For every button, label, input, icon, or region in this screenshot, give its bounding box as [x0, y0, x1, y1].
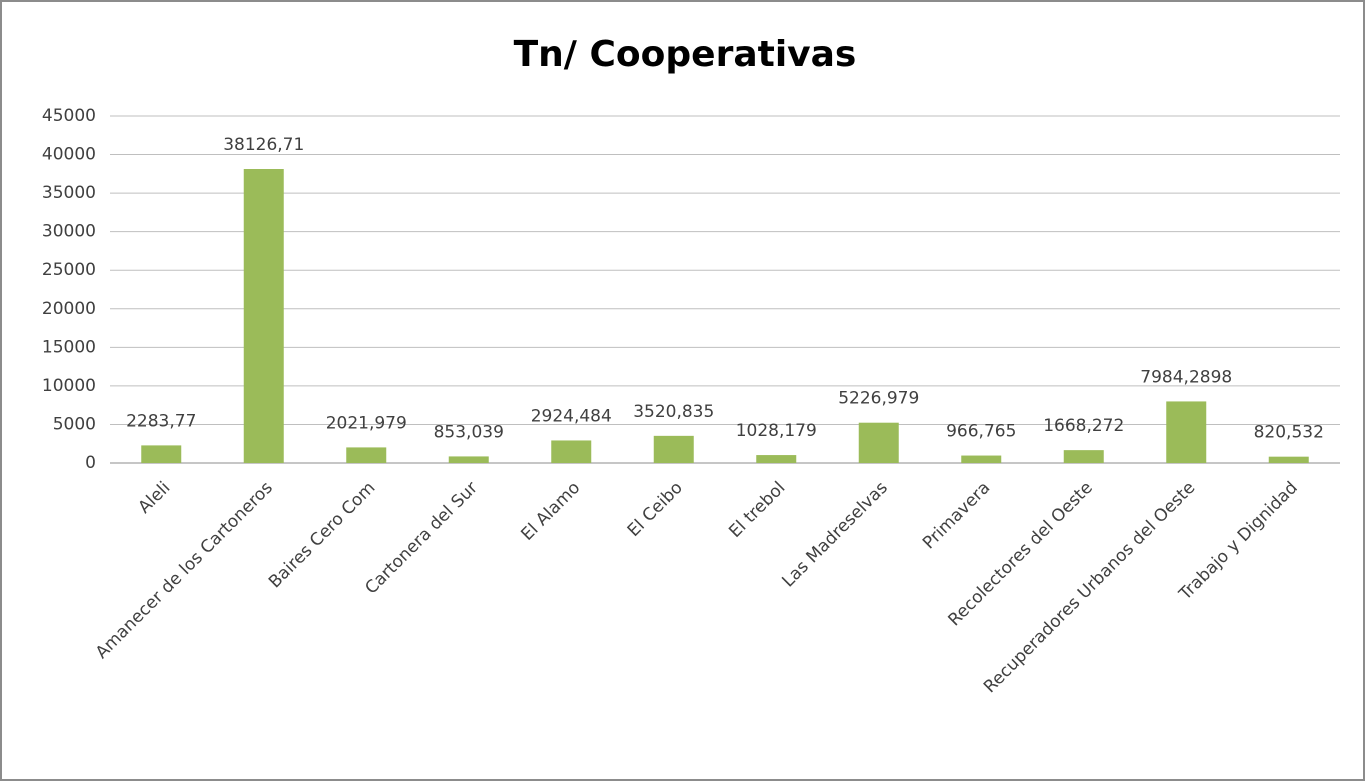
value-label: 820,532	[1254, 423, 1324, 443]
value-label: 2924,484	[531, 406, 612, 426]
value-label: 3520,835	[633, 402, 714, 422]
bar	[243, 169, 284, 463]
y-tick-label: 30000	[42, 222, 96, 242]
y-tick-label: 35000	[42, 183, 96, 203]
y-tick-label: 5000	[53, 414, 96, 434]
y-tick-label: 20000	[42, 299, 96, 319]
y-tick-label: 45000	[42, 106, 96, 126]
chart-title: Tn/ Cooperativas	[514, 34, 857, 75]
bar	[1063, 450, 1104, 463]
value-label: 1668,272	[1043, 416, 1124, 436]
value-label: 2283,77	[126, 411, 196, 431]
bar	[551, 440, 592, 463]
y-tick-label: 25000	[42, 260, 96, 280]
value-label: 966,765	[946, 422, 1016, 442]
value-label: 1028,179	[736, 421, 817, 441]
bar	[1166, 401, 1207, 463]
y-tick-label: 10000	[42, 376, 96, 396]
bar	[756, 455, 797, 463]
value-label: 2021,979	[326, 413, 407, 433]
value-label: 853,039	[434, 422, 504, 442]
bar	[346, 447, 387, 463]
bar	[1268, 456, 1309, 463]
bar	[858, 422, 899, 463]
bar	[961, 455, 1002, 463]
y-tick-label: 0	[85, 453, 96, 473]
bar	[653, 435, 694, 463]
y-tick-label: 15000	[42, 337, 96, 357]
value-label: 38126,71	[223, 135, 304, 155]
value-label: 7984,2898	[1140, 367, 1232, 387]
bar	[448, 456, 489, 463]
value-label: 5226,979	[838, 389, 919, 409]
bar	[141, 445, 182, 463]
y-tick-label: 40000	[42, 145, 96, 165]
